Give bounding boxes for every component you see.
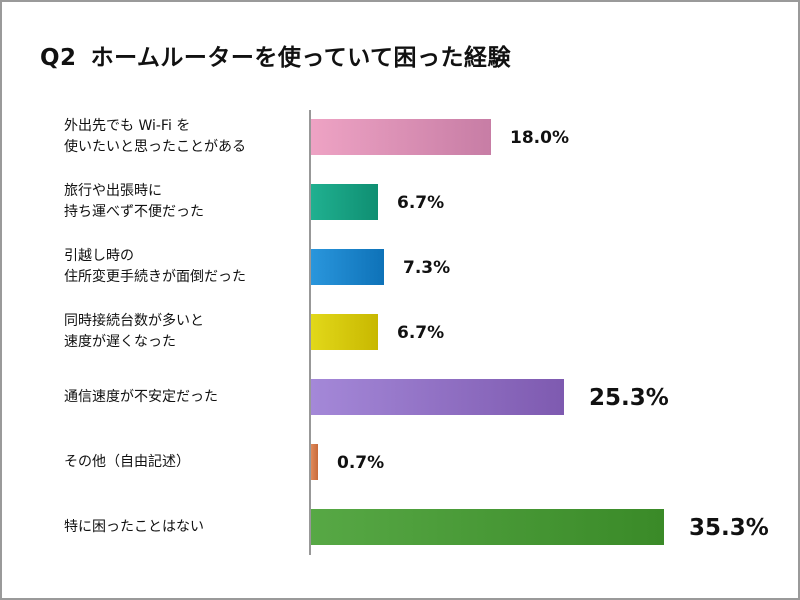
- category-label-line: 持ち運べず不便だった: [64, 204, 204, 220]
- category-label-line: 特に困ったことはない: [64, 518, 204, 535]
- category-label-line: 速度が遅くなった: [64, 334, 176, 350]
- chart-title: Q2 ホームルーターを使っていて困った経験: [40, 38, 511, 72]
- question-number: Q2: [40, 45, 77, 71]
- category-label: 外出先でも Wi-Fi を使いたいと思ったことがある: [64, 116, 246, 158]
- bar: [311, 379, 564, 415]
- bar: [311, 184, 378, 220]
- category-label-line: 同時接続台数が多いと: [64, 313, 204, 329]
- category-label-line: 外出先でも Wi-Fi を: [64, 118, 191, 134]
- category-label: 特に困ったことはない: [64, 517, 204, 538]
- category-label-line: 引越し時の: [64, 248, 134, 264]
- category-label-line: 旅行や出張時に: [64, 183, 162, 199]
- category-label-line: 通信速度が不安定だった: [64, 388, 218, 405]
- category-label: 引越し時の住所変更手続きが面倒だった: [64, 246, 246, 288]
- category-label: 通信速度が不安定だった: [64, 387, 218, 408]
- bar: [311, 249, 384, 285]
- data-label: 0.7%: [337, 453, 384, 473]
- category-label-line: 使いたいと思ったことがある: [64, 139, 246, 155]
- category-label-line: その他（自由記述）: [64, 453, 190, 470]
- bar: [311, 119, 491, 155]
- category-label: その他（自由記述）: [64, 452, 190, 473]
- bar: [311, 444, 318, 480]
- question-text: ホームルーターを使っていて困った経験: [90, 45, 512, 71]
- bar: [311, 314, 378, 350]
- bar: [311, 509, 664, 545]
- category-label: 旅行や出張時に持ち運べず不便だった: [64, 181, 204, 223]
- data-label: 7.3%: [403, 258, 450, 278]
- category-label: 同時接続台数が多いと 速度が遅くなった: [64, 311, 204, 353]
- data-label: 6.7%: [397, 323, 444, 343]
- data-label: 6.7%: [397, 193, 444, 213]
- category-label-line: 住所変更手続きが面倒だった: [64, 269, 246, 285]
- data-label: 25.3%: [589, 385, 669, 411]
- data-label: 18.0%: [510, 128, 569, 148]
- data-label: 35.3%: [689, 515, 769, 541]
